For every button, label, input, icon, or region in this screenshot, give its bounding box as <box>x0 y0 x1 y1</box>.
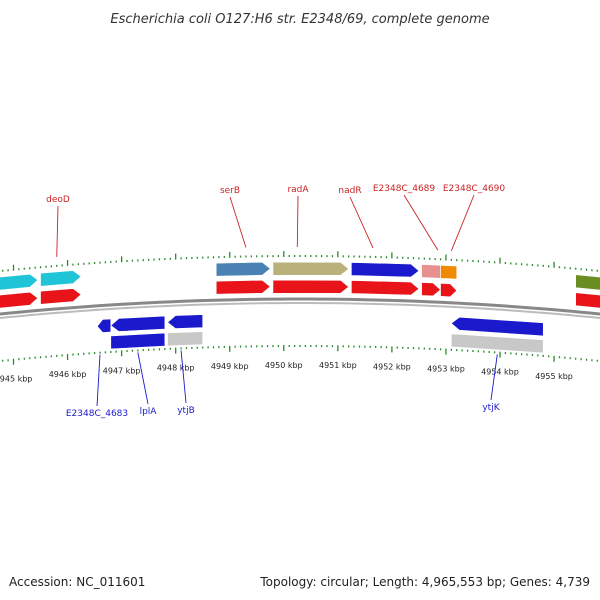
gene-label-ytjK: ytjK <box>482 403 500 413</box>
top-label-leader-5 <box>450 194 475 251</box>
gene-label-E2348C_4689: E2348C_4689 <box>373 184 436 194</box>
reverse-feature-3 <box>450 316 544 337</box>
reverse-lower-2 <box>451 333 544 354</box>
backbone-outer-line <box>0 297 600 316</box>
tick-label-group: 4945 kbp 4946 kbp 4947 kbp 4948 kbp 4949 kbp… <box>0 361 573 384</box>
tick-label-4947: 4947 kbp <box>103 366 141 375</box>
top-gene-label-group: deoD serB radA nadR E2348C_4689 E2348C_4690 <box>46 184 505 257</box>
reverse-lower-track <box>110 331 544 354</box>
genome-summary-text: Topology: circular; Length: 4,965,553 bp… <box>259 575 590 589</box>
reverse-lower-0 <box>110 332 166 350</box>
tick-label-4945: 4945 kbp <box>0 375 32 384</box>
tick-label-4949: 4949 kbp <box>211 362 249 371</box>
forward-feature-7 <box>575 274 600 291</box>
tick-label-4948: 4948 kbp <box>157 364 195 373</box>
reverse-lower-1 <box>167 331 204 347</box>
tick-label-4954: 4954 kbp <box>481 368 519 377</box>
forward-cds-3 <box>272 279 350 294</box>
map-title: Escherichia coli O127:H6 str. E2348/69, … <box>110 12 489 27</box>
forward-cds-0 <box>0 291 39 309</box>
reverse-feature-0 <box>96 318 112 333</box>
gene-label-lplA: lplA <box>140 407 158 417</box>
forward-cds-2 <box>215 279 271 295</box>
tick-label-4953: 4953 kbp <box>427 365 465 374</box>
forward-cds-track <box>0 279 600 309</box>
gene-label-radA: radA <box>287 185 309 195</box>
forward-feature-1 <box>40 270 82 287</box>
reverse-feature-track <box>96 314 544 337</box>
forward-feature-6 <box>440 264 458 280</box>
forward-feature-5 <box>421 264 441 279</box>
forward-feature-2 <box>215 261 271 277</box>
gene-label-serB: serB <box>220 186 240 196</box>
bottom-label-leader-1 <box>137 352 149 405</box>
backbone-inner-line <box>0 301 600 320</box>
gene-label-E2348C_4690: E2348C_4690 <box>443 184 506 194</box>
bottom-label-leader-2 <box>180 350 187 404</box>
reverse-feature-2 <box>167 314 204 329</box>
gene-label-deoD: deoD <box>46 195 70 205</box>
gene-label-E2348C_4683: E2348C_4683 <box>66 409 128 419</box>
tick-label-4951: 4951 kbp <box>319 361 357 370</box>
forward-feature-track <box>0 261 600 291</box>
forward-cds-4 <box>351 280 420 296</box>
forward-cds-5 <box>421 282 442 297</box>
forward-feature-3 <box>272 261 350 276</box>
tick-label-4955: 4955 kbp <box>535 372 573 381</box>
bottom-label-leader-0 <box>96 354 101 407</box>
forward-feature-0 <box>0 273 39 291</box>
top-label-leader-3 <box>349 196 374 249</box>
top-label-leader-1 <box>229 196 247 248</box>
top-label-leader-2 <box>296 195 299 248</box>
bottom-gene-label-group: E2348C_4683 lplA ytjB ytjK <box>66 350 501 419</box>
tick-label-4952: 4952 kbp <box>373 362 411 371</box>
reverse-feature-1 <box>110 315 166 332</box>
forward-cds-6 <box>440 282 458 298</box>
top-label-leader-4 <box>403 194 439 251</box>
genome-backbone <box>0 297 600 320</box>
bottom-label-leader-3 <box>490 354 498 401</box>
bottom-tick-track <box>2 345 598 365</box>
tick-label-4950: 4950 kbp <box>265 361 303 370</box>
forward-cds-1 <box>40 288 82 305</box>
tick-label-4946: 4946 kbp <box>49 370 87 379</box>
top-label-leader-0 <box>56 205 59 257</box>
accession-text: Accession: NC_011601 <box>9 575 145 589</box>
forward-feature-4 <box>351 262 420 278</box>
forward-cds-7 <box>575 292 600 309</box>
gene-label-nadR: nadR <box>338 186 361 196</box>
gene-label-ytjB: ytjB <box>177 406 195 416</box>
top-tick-track <box>2 251 598 272</box>
